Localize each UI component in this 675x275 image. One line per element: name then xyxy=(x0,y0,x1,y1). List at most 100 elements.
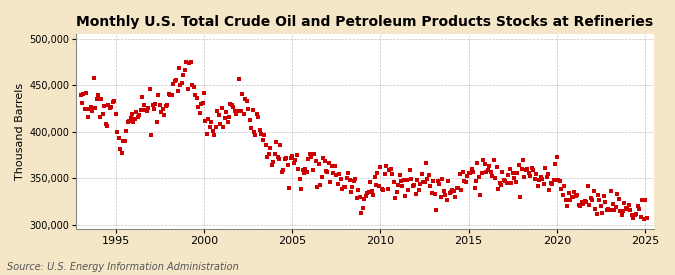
Point xyxy=(499,178,510,182)
Point xyxy=(491,164,502,169)
Y-axis label: Thousand Barrels: Thousand Barrels xyxy=(15,83,25,180)
Point xyxy=(117,139,128,143)
Point xyxy=(583,184,593,188)
Point xyxy=(287,154,298,158)
Point xyxy=(215,122,225,126)
Point xyxy=(512,171,522,176)
Point xyxy=(124,119,134,123)
Point xyxy=(452,186,462,190)
Point xyxy=(591,212,602,216)
Point xyxy=(431,208,441,212)
Point xyxy=(137,95,148,100)
Point xyxy=(268,160,279,164)
Point xyxy=(335,177,346,182)
Point xyxy=(237,92,248,97)
Point xyxy=(537,176,547,181)
Point xyxy=(416,172,427,177)
Point xyxy=(641,216,652,220)
Point xyxy=(313,162,324,166)
Title: Monthly U.S. Total Crude Oil and Petroleum Products Stocks at Refineries: Monthly U.S. Total Crude Oil and Petrole… xyxy=(76,15,653,29)
Point xyxy=(488,158,499,162)
Point xyxy=(464,170,475,175)
Point xyxy=(279,157,290,161)
Point xyxy=(601,208,612,213)
Point xyxy=(404,168,415,173)
Point xyxy=(525,174,536,178)
Point xyxy=(579,199,590,203)
Point xyxy=(441,198,452,202)
Point xyxy=(257,138,268,143)
Point xyxy=(510,180,521,185)
Point xyxy=(180,68,190,72)
Point xyxy=(453,186,464,191)
Point xyxy=(212,109,223,113)
Point xyxy=(506,180,516,185)
Point xyxy=(514,195,525,199)
Point xyxy=(550,162,561,166)
Point xyxy=(244,118,255,122)
Point xyxy=(360,194,371,198)
Point xyxy=(429,191,440,196)
Point xyxy=(227,103,238,108)
Point xyxy=(576,200,587,204)
Point xyxy=(500,178,511,183)
Point xyxy=(585,196,596,200)
Point xyxy=(259,133,270,137)
Point xyxy=(148,106,159,111)
Point xyxy=(122,120,133,125)
Point xyxy=(138,103,149,107)
Point xyxy=(219,116,230,120)
Point xyxy=(414,182,425,186)
Point xyxy=(481,170,491,174)
Point xyxy=(316,175,327,179)
Point xyxy=(600,200,611,205)
Point xyxy=(549,178,560,182)
Point xyxy=(307,168,318,172)
Point xyxy=(437,176,448,181)
Point xyxy=(113,136,124,140)
Point xyxy=(109,99,119,103)
Point xyxy=(254,128,265,132)
Point xyxy=(624,202,634,207)
Point xyxy=(367,189,377,193)
Point xyxy=(265,146,275,150)
Point xyxy=(379,172,390,177)
Point xyxy=(101,124,112,129)
Point xyxy=(559,184,570,188)
Point xyxy=(618,209,628,213)
Point xyxy=(556,187,566,191)
Point xyxy=(106,105,117,110)
Point xyxy=(157,107,168,111)
Point xyxy=(529,176,540,181)
Point xyxy=(200,119,211,123)
Point xyxy=(161,104,171,108)
Point xyxy=(203,117,214,122)
Point xyxy=(234,76,245,81)
Point xyxy=(241,99,252,104)
Point xyxy=(508,171,518,175)
Point xyxy=(186,60,196,65)
Point xyxy=(322,169,333,174)
Point xyxy=(325,180,336,185)
Point xyxy=(595,204,606,208)
Point xyxy=(222,119,233,124)
Point xyxy=(410,191,421,196)
Point xyxy=(628,216,639,221)
Point xyxy=(580,199,591,204)
Point xyxy=(372,171,383,175)
Point xyxy=(619,201,630,205)
Point xyxy=(466,167,477,171)
Point xyxy=(468,170,479,174)
Point xyxy=(321,168,331,173)
Point xyxy=(332,182,343,186)
Point xyxy=(127,112,138,116)
Point xyxy=(575,203,586,208)
Point xyxy=(463,171,474,175)
Point xyxy=(91,97,102,101)
Point xyxy=(570,194,581,199)
Point xyxy=(248,130,259,134)
Point xyxy=(409,182,420,187)
Point xyxy=(497,169,508,174)
Point xyxy=(87,109,98,113)
Point xyxy=(82,115,93,119)
